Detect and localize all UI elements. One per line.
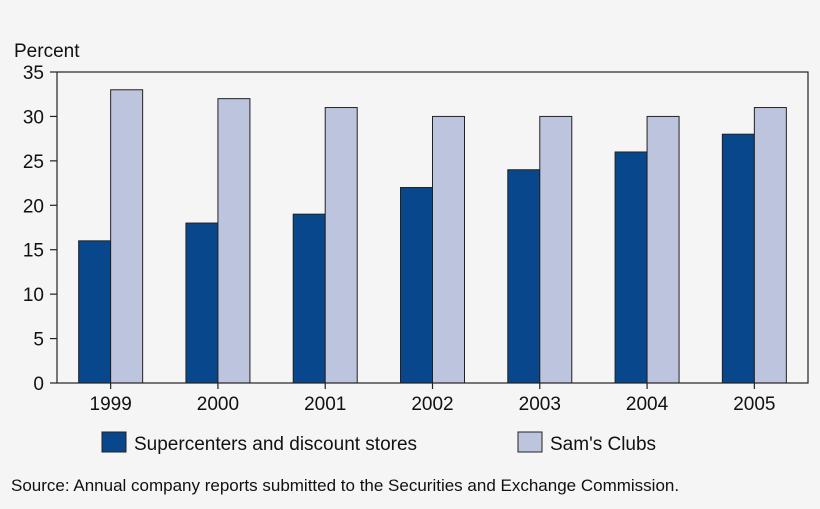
bar-sams-clubs-2001 [324,107,358,384]
source-note: Source: Annual company reports submitted… [11,476,680,495]
y-tick-label: 0 [33,374,44,395]
bar-supercenters-2005 [721,133,755,384]
bars-group [78,89,787,384]
y-tick-label: 25 [23,152,44,173]
bar-supercenters-2002 [400,187,433,384]
bar-supercenters-2004 [614,151,648,384]
bar-sams-clubs-2004 [646,115,680,384]
bar-supercenters-2000 [185,222,219,384]
y-tick-label: 30 [23,107,44,128]
x-tick-label: 1999 [90,394,132,415]
bar-supercenters-2001 [292,213,326,384]
legend-label-sams-clubs: Sam's Clubs [550,434,656,455]
legend-label-supercenters: Supercenters and discount stores [134,434,417,455]
x-tick-label: 2004 [626,394,669,415]
y-tick-label: 20 [23,196,44,217]
x-axis: 1999 2000 2001 2002 2003 2004 2005 [90,383,775,415]
x-tick-label: 2003 [519,394,561,415]
bar-sams-clubs-2000 [217,98,251,384]
y-tick-label: 35 [23,63,44,84]
y-tick-label: 5 [33,330,44,351]
x-tick-label: 2005 [733,394,775,415]
y-axis-label: Percent [14,41,80,62]
y-tick-label: 15 [23,241,44,262]
x-tick-label: 2002 [411,394,453,415]
x-tick-label: 2001 [304,394,346,415]
bar-chart: 0 5 10 15 20 25 30 35 1999 2000 2001 2002 2003 2004 2… [14,41,809,455]
legend-swatch-sams-clubs [517,431,543,453]
bar-sams-clubs-1999 [110,89,144,384]
legend-swatch-supercenters [101,431,127,453]
bar-supercenters-1999 [78,240,112,384]
bar-sams-clubs-2003 [539,115,573,384]
y-tick-label: 10 [23,285,44,306]
bar-sams-clubs-2005 [753,107,787,384]
bar-supercenters-2003 [507,169,541,384]
x-tick-label: 2000 [197,394,239,415]
bar-sams-clubs-2002 [432,115,465,384]
y-axis: 0 5 10 15 20 25 30 35 [23,63,57,395]
legend: Supercenters and discount stores Sam's Cl… [101,431,656,455]
